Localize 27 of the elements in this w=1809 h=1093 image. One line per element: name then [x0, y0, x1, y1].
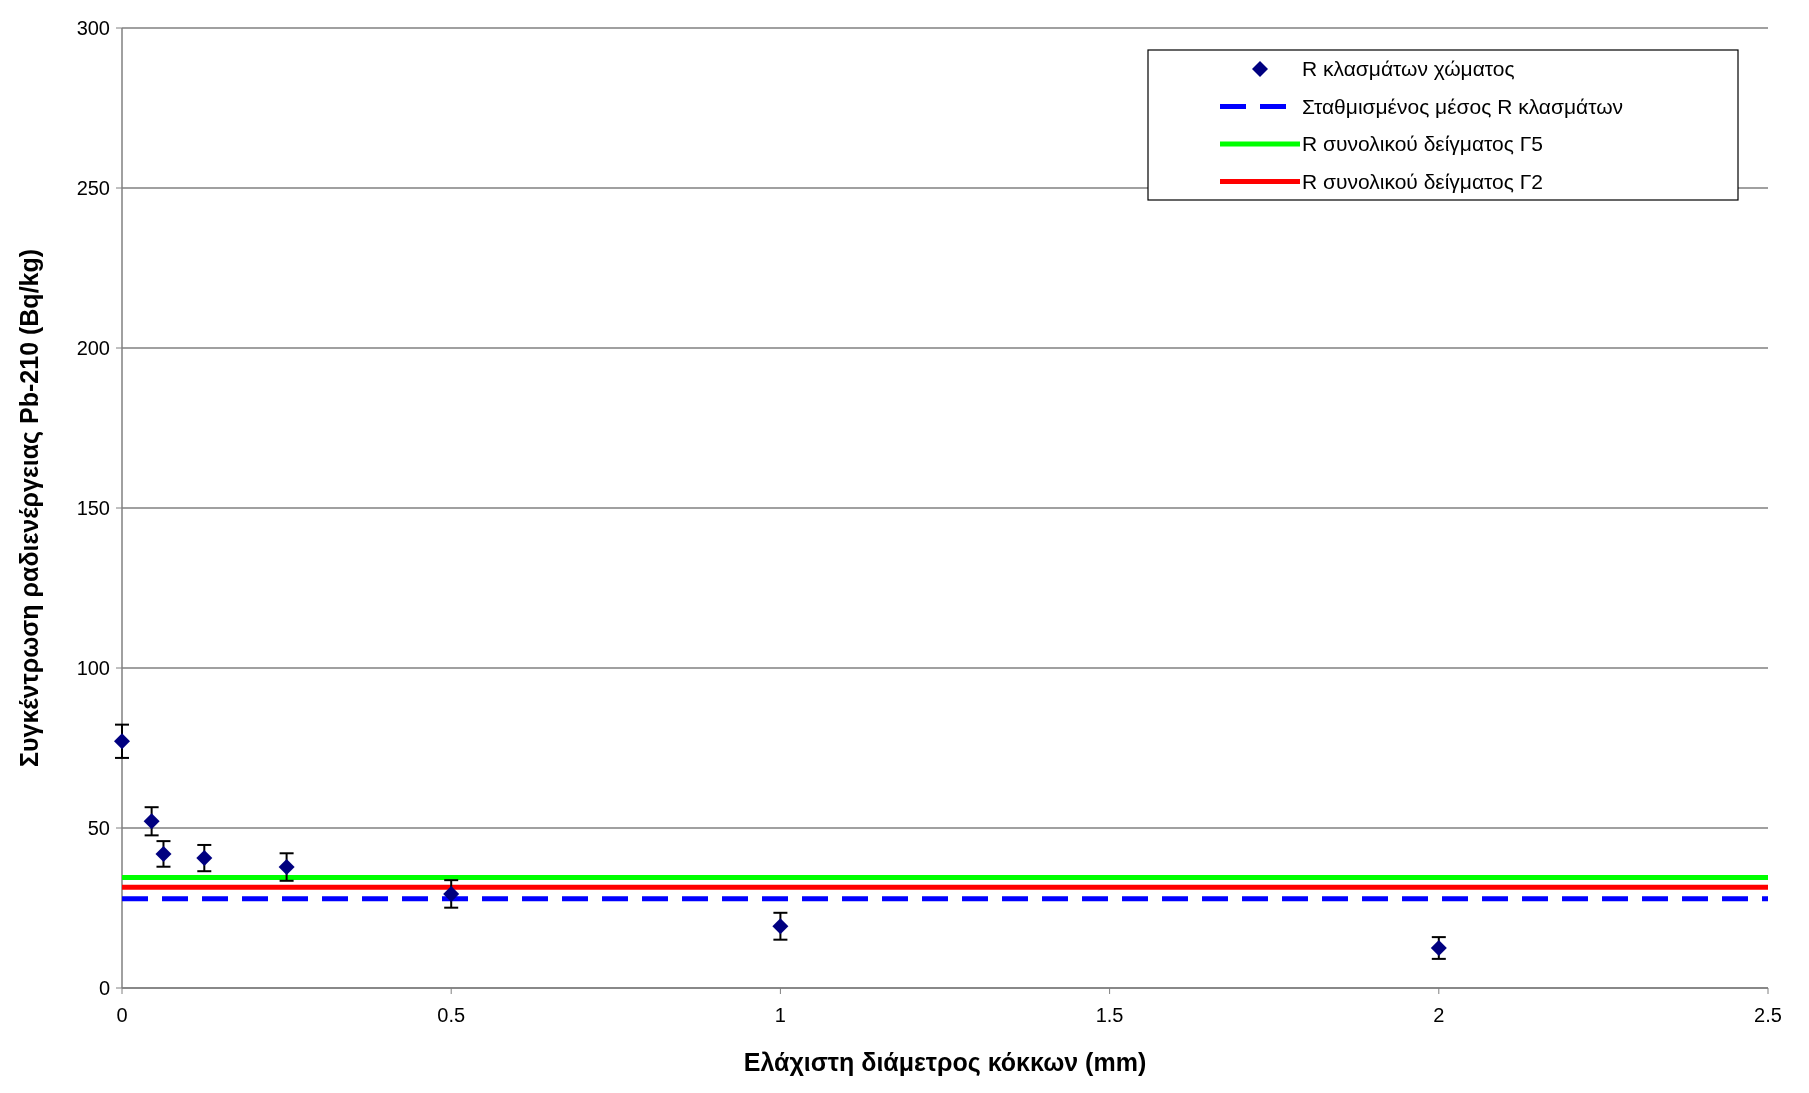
y-tick-label: 100	[76, 657, 110, 679]
legend-label: Σταθμισμένος μέσος R κλασμάτων	[1302, 94, 1624, 118]
x-axis-title: Ελάχιστη διάμετρος κόκκων (mm)	[743, 1048, 1147, 1077]
x-tick-label: 1	[774, 1004, 786, 1026]
y-tick-label: 250	[76, 177, 110, 199]
point	[143, 813, 160, 830]
y-tick-label: 200	[76, 337, 110, 359]
y-tick-label: 150	[76, 497, 110, 519]
point	[772, 918, 789, 935]
y-tick-label: 0	[98, 977, 110, 999]
y-tick-label: 300	[76, 17, 110, 39]
x-tick-label: 2	[1433, 1004, 1445, 1026]
point	[114, 733, 130, 750]
point	[155, 845, 172, 862]
point	[1430, 940, 1447, 956]
x-tick-label: 0.5	[437, 1004, 466, 1026]
x-tick-label: 2.5	[1754, 1004, 1782, 1026]
legend-label: R συνολικού δείγματος Γ2	[1302, 169, 1543, 193]
x-tick-label: 1.5	[1095, 1004, 1124, 1026]
legend-label: R συνολικού δείγματος Γ5	[1302, 132, 1543, 156]
point	[278, 859, 295, 876]
point	[196, 850, 213, 867]
y-tick-label: 50	[87, 817, 110, 839]
point	[443, 885, 460, 902]
x-tick-label: 0	[116, 1004, 128, 1026]
legend-label: R κλασμάτων χώματος	[1302, 57, 1515, 81]
y-axis-title: Συγκέντρωση ραδιενέργειας Pb-210 (Bq/kg)	[15, 248, 44, 768]
